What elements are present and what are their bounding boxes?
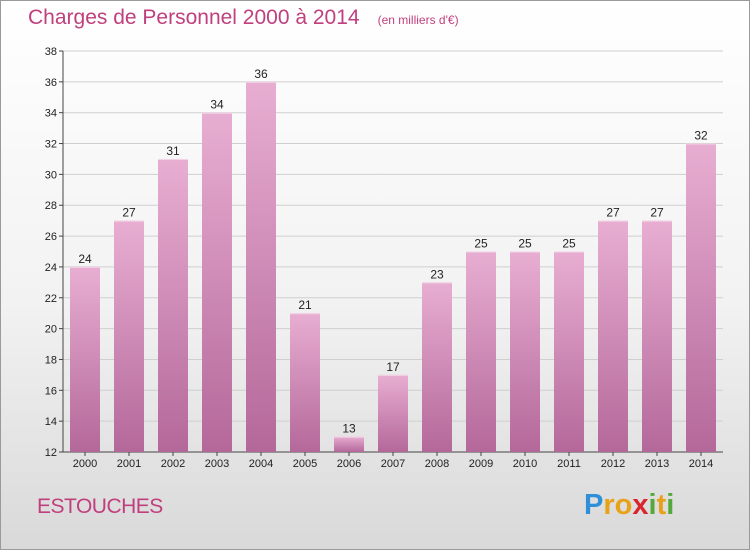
data-label: 34 xyxy=(210,98,224,112)
x-tick-label: 2005 xyxy=(293,458,317,470)
data-label: 13 xyxy=(342,422,356,436)
data-label: 17 xyxy=(386,360,400,374)
x-tick-label: 2013 xyxy=(645,458,669,470)
chart-subtitle: (en milliers d'€) xyxy=(377,13,459,27)
bar xyxy=(598,220,628,452)
y-tick-label: 18 xyxy=(45,354,57,366)
data-label: 25 xyxy=(474,237,488,251)
x-tick-label: 2003 xyxy=(205,458,229,470)
y-tick-label: 36 xyxy=(45,77,57,89)
chart-title-row: Charges de Personnel 2000 à 2014 (en mil… xyxy=(28,6,459,30)
x-tick-label: 2012 xyxy=(601,458,625,470)
x-tick-label: 2008 xyxy=(425,458,449,470)
bar xyxy=(246,81,276,452)
bar xyxy=(510,251,540,452)
bar xyxy=(334,436,364,452)
data-label: 32 xyxy=(694,129,708,143)
bar xyxy=(686,143,716,453)
y-tick-label: 12 xyxy=(45,447,57,459)
bar xyxy=(466,251,496,452)
data-label: 27 xyxy=(650,206,664,220)
y-tick-label: 32 xyxy=(45,139,57,151)
x-tick-label: 2002 xyxy=(161,458,185,470)
bar xyxy=(158,158,188,452)
x-tick-label: 2011 xyxy=(557,458,581,470)
data-label: 25 xyxy=(562,237,576,251)
bar xyxy=(422,282,452,452)
data-label: 27 xyxy=(606,206,620,220)
bar xyxy=(114,220,144,452)
logo-letter: i xyxy=(666,489,675,521)
x-tick-label: 2004 xyxy=(249,458,273,470)
y-tick-label: 14 xyxy=(45,416,57,428)
data-label: 27 xyxy=(122,206,136,220)
x-tick-label: 2010 xyxy=(513,458,537,470)
proxiti-logo: Proxiti xyxy=(584,489,674,522)
logo-letter: x xyxy=(632,489,649,521)
y-tick-label: 20 xyxy=(45,324,57,336)
data-label: 36 xyxy=(254,67,268,81)
x-tick-label: 2009 xyxy=(469,458,493,470)
bar xyxy=(554,251,584,452)
y-tick-label: 26 xyxy=(45,231,57,243)
data-label: 31 xyxy=(166,144,180,158)
data-label: 25 xyxy=(518,237,532,251)
commune-name: ESTOUCHES xyxy=(37,495,163,518)
logo-letter: o xyxy=(614,489,633,521)
y-tick-label: 22 xyxy=(45,293,57,305)
x-tick-label: 2001 xyxy=(117,458,141,470)
y-tick-label: 28 xyxy=(45,200,57,212)
y-tick-label: 24 xyxy=(45,262,57,274)
logo-letter: P xyxy=(584,489,604,521)
data-label: 21 xyxy=(298,298,312,312)
chart-title: Charges de Personnel 2000 à 2014 xyxy=(28,6,360,29)
x-tick-label: 2000 xyxy=(73,458,97,470)
x-tick-label: 2007 xyxy=(381,458,405,470)
bar xyxy=(290,313,320,452)
logo-letter: r xyxy=(603,489,615,521)
bar xyxy=(202,112,232,452)
data-label: 24 xyxy=(78,252,92,266)
logo-letter: i xyxy=(648,489,657,521)
bar xyxy=(642,220,672,452)
bar xyxy=(378,374,408,452)
data-label: 23 xyxy=(430,267,444,281)
x-tick-label: 2006 xyxy=(337,458,361,470)
x-tick-label: 2014 xyxy=(689,458,713,470)
logo-letter: t xyxy=(656,489,667,521)
y-tick-label: 38 xyxy=(45,46,57,58)
y-tick-label: 30 xyxy=(45,169,57,181)
bar xyxy=(70,266,100,452)
y-tick-label: 16 xyxy=(45,385,57,397)
y-tick-label: 34 xyxy=(45,108,57,120)
